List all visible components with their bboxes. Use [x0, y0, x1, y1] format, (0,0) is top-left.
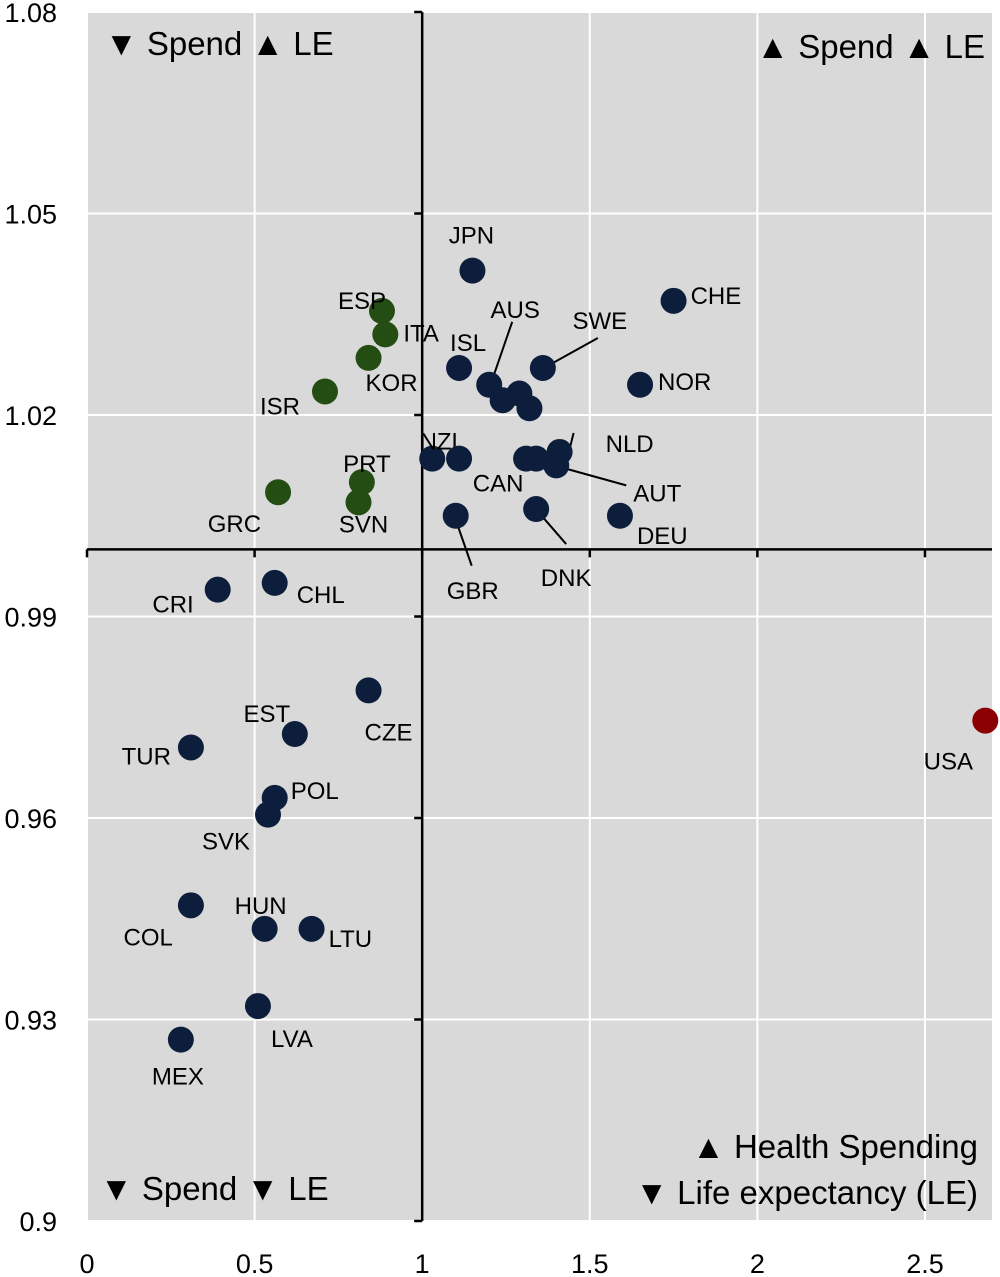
point-label-can: CAN — [473, 471, 524, 498]
point-label-col: COL — [124, 924, 173, 951]
point-label-svn: SVN — [339, 511, 388, 538]
point-label-dnk: DNK — [541, 565, 592, 592]
point-label-esp: ESP — [338, 288, 386, 315]
point-label-hun: HUN — [235, 893, 287, 920]
point-lva — [244, 993, 271, 1020]
point-svk — [255, 801, 281, 828]
y-tick-label: 0.96 — [4, 804, 57, 834]
point-label-isl: ISL — [450, 330, 486, 357]
x-tick-label: 0.5 — [236, 1249, 274, 1277]
y-tick-label: 0.9 — [19, 1207, 57, 1237]
point-label-aut: AUT — [633, 480, 681, 507]
point-est — [281, 721, 308, 748]
point-gbr — [442, 502, 469, 529]
point-unlabeled — [516, 395, 543, 422]
leader-line-swe — [552, 337, 599, 364]
point-prt — [348, 469, 375, 496]
point-isl — [446, 354, 473, 381]
y-tick-label: 0.99 — [4, 603, 57, 633]
point-label-cri: CRI — [152, 592, 193, 619]
point-label-che: CHE — [691, 283, 742, 310]
point-label-gbr: GBR — [447, 578, 499, 605]
point-label-grc: GRC — [208, 511, 261, 538]
x-tick-label: 1.5 — [571, 1249, 609, 1277]
point-che — [660, 287, 687, 314]
point-label-jpn: JPN — [449, 223, 494, 250]
x-tick-label: 2 — [750, 1249, 765, 1277]
quadrant-label-top-left: ▼ Spend ▲ LE — [105, 25, 334, 62]
point-label-deu: DEU — [637, 523, 688, 550]
point-esp — [368, 297, 395, 324]
point-aut — [543, 452, 570, 479]
point-grc — [265, 479, 292, 506]
point-label-chl: CHL — [297, 582, 345, 609]
point-svn — [345, 489, 372, 516]
y-tick-label: 1.08 — [4, 0, 57, 28]
point-label-aus: AUS — [491, 297, 540, 324]
x-tick-label: 2.5 — [906, 1249, 944, 1277]
point-hun — [251, 915, 278, 942]
point-swe — [529, 354, 556, 381]
point-label-mex: MEX — [152, 1064, 204, 1091]
leader-line-aus — [491, 321, 514, 381]
point-label-lva: LVA — [271, 1026, 313, 1053]
legend-item-health-spending: ▲ Health Spending — [692, 1128, 978, 1165]
point-deu — [606, 502, 633, 529]
point-nzl — [419, 445, 446, 472]
legend-item-life-expectancy: ▼ Life expectancy (LE) — [635, 1174, 978, 1211]
point-label-cze: CZE — [365, 719, 413, 746]
point-cze — [355, 677, 382, 704]
point-label-pol: POL — [291, 778, 339, 805]
point-label-ita: ITA — [403, 320, 439, 347]
leader-line-dnk — [539, 513, 567, 545]
point-dnk — [523, 496, 550, 523]
point-tur — [177, 734, 204, 761]
point-kor — [355, 344, 382, 371]
point-chl — [261, 569, 288, 596]
point-nor — [627, 371, 654, 398]
y-tick-label: 0.93 — [4, 1006, 57, 1036]
y-tick-label: 1.05 — [4, 200, 57, 230]
quadrant-label-top-right: ▲ Spend ▲ LE — [756, 28, 985, 65]
point-label-nor: NOR — [658, 369, 711, 396]
point-label-tur: TUR — [122, 743, 171, 770]
point-col — [177, 892, 204, 919]
point-label-nld: NLD — [606, 431, 654, 458]
point-label-swe: SWE — [573, 308, 628, 335]
point-label-prt: PRT — [343, 451, 391, 478]
x-tick-label: 0 — [79, 1249, 94, 1277]
point-label-kor: KOR — [366, 370, 418, 397]
point-usa — [972, 707, 999, 734]
point-label-svk: SVK — [202, 829, 250, 856]
point-ltu — [298, 915, 325, 942]
point-ita — [372, 321, 399, 348]
point-isr — [311, 378, 338, 405]
x-tick-label: 1 — [415, 1249, 430, 1277]
y-tick-label: 1.02 — [4, 401, 57, 431]
point-mex — [167, 1026, 194, 1053]
point-label-isr: ISR — [260, 393, 300, 420]
point-jpn — [459, 257, 486, 284]
point-label-ltu: LTU — [329, 926, 373, 953]
leader-line-aut — [560, 466, 627, 487]
point-unlabeled — [446, 445, 473, 472]
point-unlabeled — [523, 445, 550, 472]
point-label-est: EST — [243, 701, 290, 728]
point-label-usa: USA — [924, 749, 973, 776]
quadrant-label-bottom-left: ▼ Spend ▼ LE — [100, 1170, 329, 1207]
point-cri — [204, 576, 231, 603]
